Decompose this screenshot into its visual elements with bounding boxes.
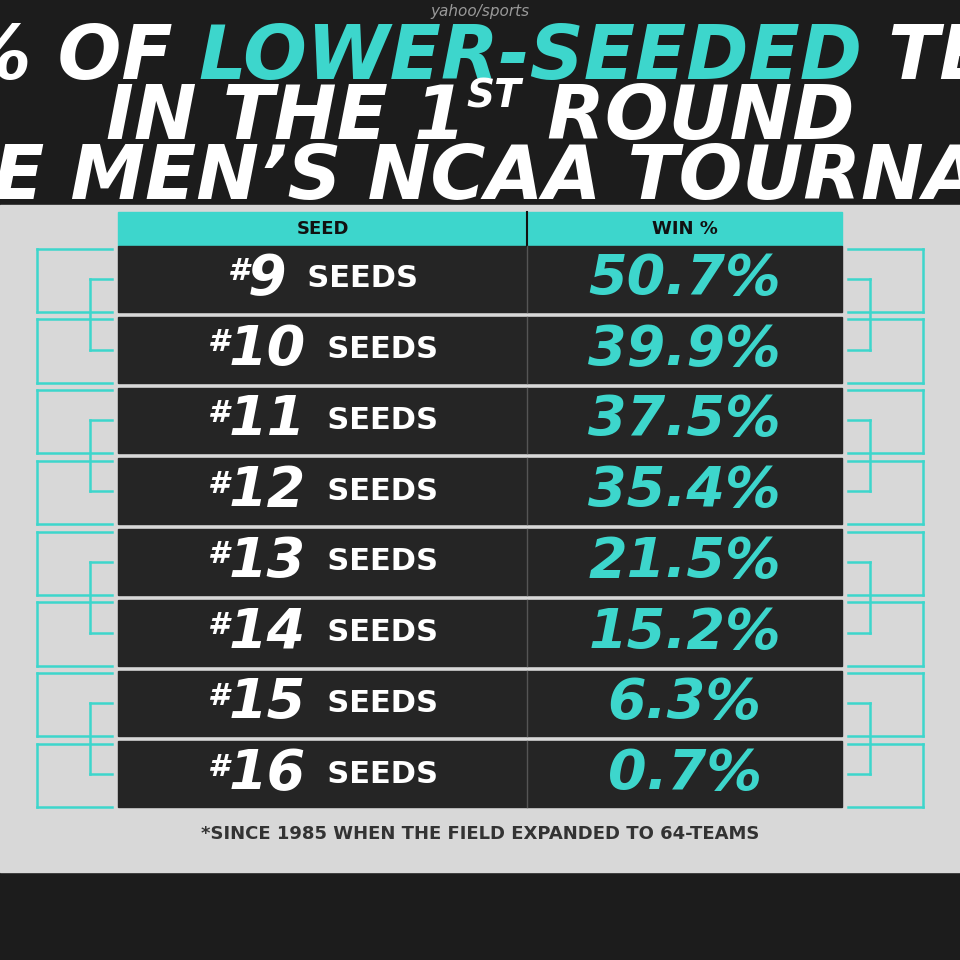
Text: ST: ST	[466, 78, 520, 116]
Bar	[118, 317, 842, 382]
Text: 37.5%: 37.5%	[588, 394, 780, 447]
Text: SEEDS: SEEDS	[306, 335, 438, 364]
Text: *SINCE 1985 WHEN THE FIELD EXPANDED TO 64-TEAMS: *SINCE 1985 WHEN THE FIELD EXPANDED TO 6…	[201, 825, 759, 843]
Text: yahoo/sports: yahoo/sports	[430, 4, 530, 19]
Text: WIN %: WIN %	[652, 220, 717, 238]
Bar	[118, 458, 842, 524]
Text: ROUND: ROUND	[520, 82, 854, 155]
Bar	[118, 600, 842, 665]
Text: SEEDS: SEEDS	[306, 406, 438, 435]
Bar	[118, 741, 842, 807]
Bar	[118, 388, 842, 453]
Text: SEEDS: SEEDS	[306, 618, 438, 647]
Text: 50.7%: 50.7%	[588, 252, 780, 306]
Text: #: #	[227, 257, 248, 286]
Text: #: #	[207, 328, 228, 357]
Bar	[118, 529, 842, 595]
Text: #: #	[207, 682, 228, 710]
Text: SEED: SEED	[297, 220, 348, 238]
Text: OF THE MEN’S NCAA TOURNAMENT: OF THE MEN’S NCAA TOURNAMENT	[0, 142, 960, 215]
Bar	[118, 212, 842, 246]
Text: #: #	[207, 540, 228, 569]
Text: SEEDS: SEEDS	[306, 759, 438, 788]
Text: 9: 9	[248, 252, 286, 306]
Text: 13: 13	[228, 535, 306, 588]
Text: 35.4%: 35.4%	[588, 464, 780, 518]
Text: 15: 15	[228, 677, 306, 731]
Text: 39.9%: 39.9%	[588, 323, 780, 376]
Text: 11: 11	[228, 394, 306, 447]
Text: 15.2%: 15.2%	[588, 606, 780, 660]
Text: SEEDS: SEEDS	[306, 476, 438, 506]
Text: #: #	[207, 398, 228, 428]
Text: #: #	[207, 753, 228, 781]
Text: TEAMS: TEAMS	[862, 22, 960, 95]
Text: WIN% OF: WIN% OF	[0, 22, 199, 95]
Text: 6.3%: 6.3%	[608, 677, 761, 731]
Text: SEEDS: SEEDS	[286, 264, 419, 294]
Bar	[0, 205, 960, 872]
Text: 10: 10	[228, 323, 306, 376]
Text: LOWER-SEEDED: LOWER-SEEDED	[199, 22, 862, 95]
Text: SEEDS: SEEDS	[306, 689, 438, 718]
Text: IN THE 1: IN THE 1	[106, 82, 466, 155]
Text: 21.5%: 21.5%	[588, 535, 780, 588]
Text: 16: 16	[228, 747, 306, 802]
Text: 14: 14	[228, 606, 306, 660]
Bar	[118, 246, 842, 312]
Text: 0.7%: 0.7%	[608, 747, 761, 802]
Bar	[118, 670, 842, 736]
Text: #: #	[207, 469, 228, 498]
Text: SEEDS: SEEDS	[306, 547, 438, 576]
Text: 12: 12	[228, 464, 306, 518]
Text: #: #	[207, 612, 228, 640]
